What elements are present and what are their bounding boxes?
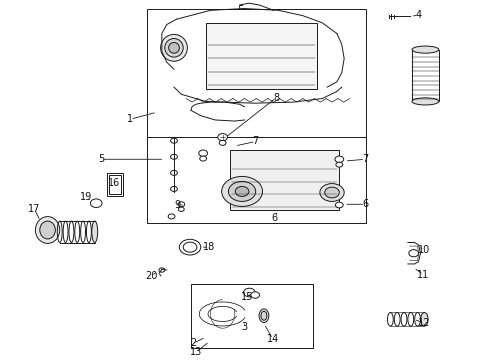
Ellipse shape xyxy=(261,311,266,320)
Circle shape xyxy=(90,199,102,207)
Circle shape xyxy=(219,140,225,145)
Circle shape xyxy=(170,170,177,175)
Ellipse shape xyxy=(160,35,187,61)
Circle shape xyxy=(334,156,343,162)
Bar xyxy=(411,50,438,102)
Text: 6: 6 xyxy=(271,212,277,222)
Circle shape xyxy=(170,154,177,159)
Text: 10: 10 xyxy=(417,245,429,255)
Circle shape xyxy=(170,186,177,192)
Bar xyxy=(229,150,339,210)
Ellipse shape xyxy=(164,39,183,57)
Circle shape xyxy=(408,249,418,257)
Circle shape xyxy=(159,268,164,272)
Ellipse shape xyxy=(40,221,55,239)
Text: 20: 20 xyxy=(144,271,157,281)
Text: 1: 1 xyxy=(127,114,133,124)
Circle shape xyxy=(319,184,344,202)
Text: 9: 9 xyxy=(174,200,180,210)
Circle shape xyxy=(199,150,207,156)
Ellipse shape xyxy=(35,217,60,243)
Bar xyxy=(191,284,312,348)
Ellipse shape xyxy=(168,42,179,53)
Text: 2: 2 xyxy=(190,338,196,348)
Circle shape xyxy=(178,202,184,207)
Circle shape xyxy=(335,162,342,167)
Text: 8: 8 xyxy=(272,93,279,103)
Circle shape xyxy=(200,156,206,161)
Bar xyxy=(109,175,121,194)
Circle shape xyxy=(235,186,248,197)
Text: 12: 12 xyxy=(417,318,430,328)
Text: 17: 17 xyxy=(28,204,41,214)
Text: 4: 4 xyxy=(415,10,421,20)
Circle shape xyxy=(250,292,259,298)
Circle shape xyxy=(221,176,262,206)
Text: 15: 15 xyxy=(240,292,253,302)
Text: 3: 3 xyxy=(241,322,247,332)
Text: 16: 16 xyxy=(108,178,120,188)
Text: 11: 11 xyxy=(416,270,428,280)
Text: 13: 13 xyxy=(189,347,202,357)
Text: 14: 14 xyxy=(266,334,278,344)
Circle shape xyxy=(228,181,255,202)
Text: 5: 5 xyxy=(98,154,104,164)
Bar xyxy=(107,173,122,196)
Circle shape xyxy=(168,214,175,219)
Circle shape xyxy=(324,187,339,198)
Ellipse shape xyxy=(92,221,98,243)
Ellipse shape xyxy=(411,46,438,53)
Text: 18: 18 xyxy=(203,242,215,252)
Circle shape xyxy=(170,138,177,143)
Circle shape xyxy=(335,202,343,208)
Bar xyxy=(147,9,366,137)
Text: 19: 19 xyxy=(80,192,92,202)
Circle shape xyxy=(217,134,227,141)
Circle shape xyxy=(178,207,184,211)
Bar xyxy=(205,23,317,89)
Text: 7: 7 xyxy=(361,154,367,164)
Ellipse shape xyxy=(411,98,438,105)
Bar xyxy=(147,137,366,223)
Ellipse shape xyxy=(420,312,427,326)
Text: 6: 6 xyxy=(361,199,367,209)
Ellipse shape xyxy=(259,309,268,323)
Text: 7: 7 xyxy=(252,136,258,147)
Circle shape xyxy=(243,288,255,297)
